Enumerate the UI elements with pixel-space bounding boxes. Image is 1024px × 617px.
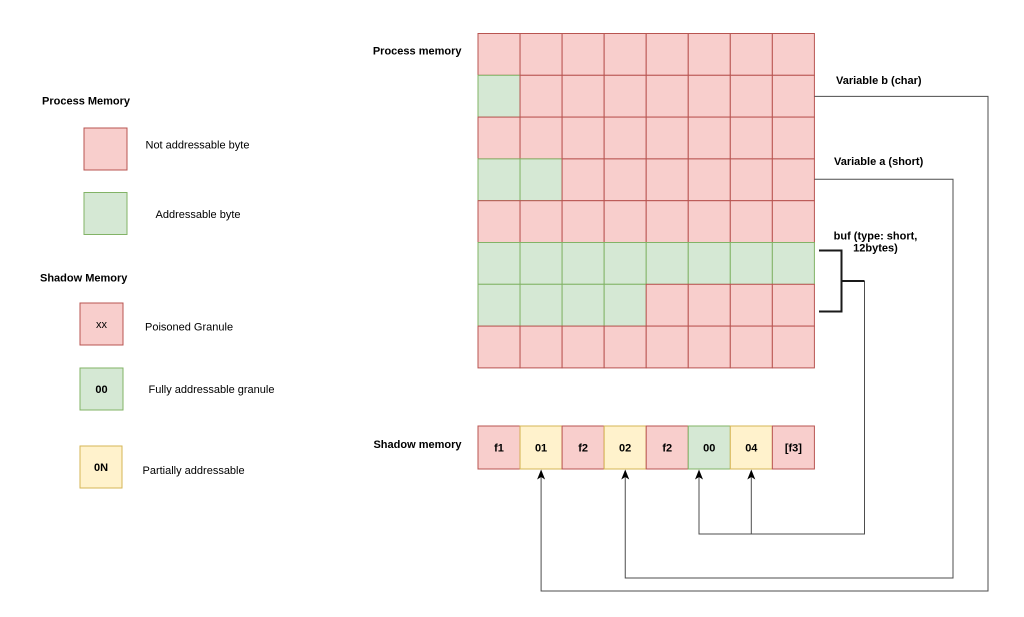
svg-text:Not addressable byte: Not addressable byte (146, 140, 250, 152)
svg-text:02: 02 (619, 442, 631, 454)
svg-text:f2: f2 (662, 442, 672, 454)
svg-text:Poisoned Granule: Poisoned Granule (145, 322, 233, 334)
svg-text:Shadow Memory: Shadow Memory (40, 273, 128, 285)
svg-text:f2: f2 (578, 442, 588, 454)
svg-text:xx: xx (96, 319, 108, 331)
svg-text:00: 00 (95, 384, 107, 396)
svg-text:0N: 0N (94, 462, 108, 474)
svg-text:Variable a (short): Variable a (short) (834, 156, 924, 168)
svg-text:04: 04 (745, 442, 758, 454)
svg-text:Partially addressable: Partially addressable (143, 465, 245, 477)
svg-text:00: 00 (703, 442, 715, 454)
svg-text:[f3]: [f3] (785, 442, 802, 454)
svg-text:Addressable byte: Addressable byte (156, 209, 241, 221)
svg-text:12bytes): 12bytes) (853, 243, 898, 255)
svg-text:Variable b (char): Variable b (char) (836, 75, 922, 87)
svg-text:buf (type: short,: buf (type: short, (834, 231, 918, 243)
svg-text:01: 01 (535, 442, 547, 454)
svg-text:f1: f1 (494, 442, 504, 454)
svg-text:Process memory: Process memory (373, 46, 463, 58)
svg-text:Fully addressable granule: Fully addressable granule (149, 384, 275, 396)
svg-text:Process Memory: Process Memory (42, 96, 131, 108)
svg-text:Shadow memory: Shadow memory (373, 439, 462, 451)
